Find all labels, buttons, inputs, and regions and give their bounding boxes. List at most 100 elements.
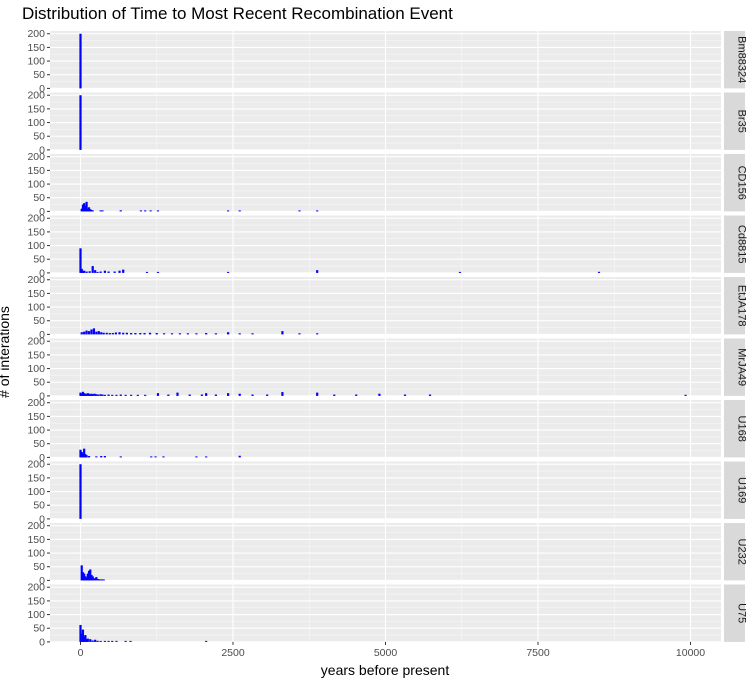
bar-U168	[79, 449, 82, 458]
bar-MrJA49	[378, 393, 381, 396]
bar-U75	[107, 640, 110, 642]
y-tick-label: 100	[27, 363, 45, 375]
bar-U75	[79, 624, 82, 642]
bar-Cd8815	[94, 270, 97, 273]
bar-MrJA49	[136, 394, 139, 396]
bar-MrJA49	[103, 394, 106, 396]
y-tick-label: 50	[33, 69, 45, 81]
bar-U168	[80, 451, 83, 458]
y-tick-label: 150	[27, 42, 45, 54]
bar-EtJA178	[162, 333, 166, 335]
bar-EtJA178	[90, 329, 93, 335]
bar-CD156	[83, 203, 86, 212]
bar-Bm88324	[79, 33, 82, 89]
bar-MrJA49	[89, 394, 92, 396]
bar-U75	[85, 639, 88, 642]
bar-MrJA49	[80, 393, 83, 396]
bar-Cd8815	[107, 271, 110, 273]
y-tick-label: 50	[33, 254, 45, 266]
y-tick-label: 200	[27, 274, 45, 286]
bar-MrJA49	[115, 394, 118, 396]
bar-EtJA178	[238, 333, 241, 335]
y-tick-label: 50	[33, 131, 45, 143]
bar-EtJA178	[214, 333, 218, 335]
y-tick-label: 0	[39, 267, 45, 279]
bar-U169	[79, 464, 82, 519]
bar-MrJA49	[281, 392, 284, 396]
bar-MrJA49	[227, 393, 230, 396]
bar-MrJA49	[144, 394, 147, 396]
y-tick-label: 100	[27, 117, 45, 129]
chart-title: Distribution of Time to Most Recent Reco…	[22, 4, 453, 23]
bar-U168	[85, 455, 88, 458]
bar-U168	[83, 448, 86, 458]
bar-MrJA49	[90, 393, 93, 396]
bar-Cd8815	[118, 270, 121, 273]
bar-Cd8815	[88, 271, 91, 273]
facet-label: U168	[736, 416, 748, 442]
facet-label: MrJA49	[736, 348, 748, 386]
bar-MrJA49	[176, 392, 179, 396]
y-tick-label: 50	[33, 315, 45, 327]
bar-EtJA178	[205, 333, 208, 335]
bar-EtJA178	[178, 333, 182, 335]
bar-EtJA178	[95, 331, 98, 335]
bar-U75	[80, 633, 83, 642]
bar-MrJA49	[86, 393, 89, 396]
y-tick-label: 200	[27, 151, 45, 163]
bar-MrJA49	[214, 394, 218, 396]
bar-U232	[90, 574, 93, 581]
y-tick-label: 200	[27, 397, 45, 409]
bar-Br35	[79, 95, 82, 150]
bar-U75	[81, 629, 85, 642]
bar-U168	[81, 453, 85, 458]
bar-U232	[98, 579, 102, 581]
facet-strip	[724, 277, 745, 335]
bar-CD156	[87, 207, 91, 212]
bar-Cd8815	[122, 269, 125, 273]
bar-U168	[195, 456, 198, 458]
bar-Cd8815	[85, 271, 88, 273]
bar-CD156	[84, 205, 87, 212]
bar-MrJA49	[316, 392, 319, 396]
bar-U232	[84, 576, 87, 581]
facet-strip	[724, 31, 745, 89]
bar-U75	[111, 640, 114, 642]
bar-MrJA49	[87, 393, 91, 396]
y-tick-label: 100	[27, 609, 45, 621]
y-tick-label: 50	[33, 500, 45, 512]
bar-U232	[80, 565, 83, 581]
bar-EtJA178	[251, 333, 254, 335]
facet-label: CD156	[736, 166, 748, 200]
y-tick-label: 100	[27, 486, 45, 498]
y-tick-label: 150	[27, 411, 45, 423]
bar-MrJA49	[85, 394, 88, 396]
bar-U168	[103, 456, 106, 458]
y-tick-label: 200	[27, 90, 45, 102]
y-axis-title: # of interations	[0, 306, 12, 398]
facet-strip	[724, 215, 745, 273]
bar-MrJA49	[101, 394, 104, 396]
facet-label: Cd8815	[736, 225, 748, 264]
bar-U168	[154, 456, 157, 458]
bar-EtJA178	[186, 333, 189, 335]
bar-MrJA49	[428, 394, 432, 396]
y-tick-label: 100	[27, 302, 45, 314]
bar-Cd8815	[227, 271, 230, 273]
bar-U75	[89, 639, 92, 642]
bar-U168	[87, 456, 91, 458]
facet-strip	[724, 461, 745, 519]
bar-EtJA178	[195, 333, 198, 335]
bar-EtJA178	[170, 333, 174, 335]
bar-Cd8815	[458, 271, 462, 273]
bar-EtJA178	[155, 333, 158, 335]
y-tick-label: 100	[27, 240, 45, 252]
bar-U75	[124, 640, 127, 642]
y-tick-label: 50	[33, 561, 45, 573]
bar-MrJA49	[188, 394, 191, 396]
bar-EtJA178	[316, 333, 319, 335]
bar-MrJA49	[251, 394, 254, 396]
y-tick-label: 200	[27, 336, 45, 348]
